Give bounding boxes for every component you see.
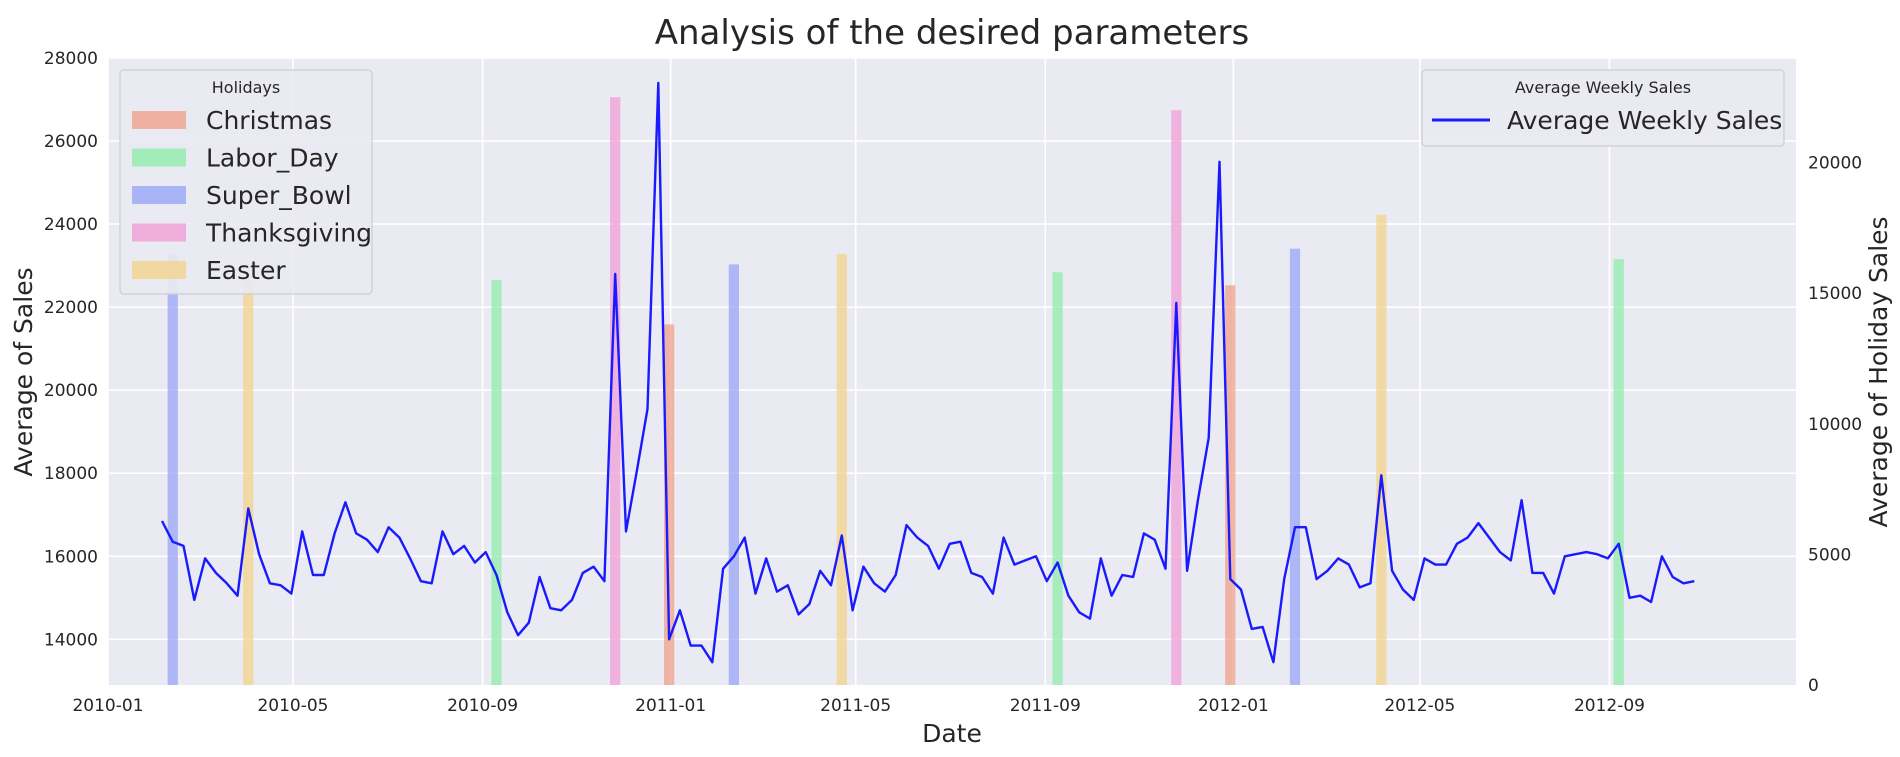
legend-label-easter: Easter — [206, 256, 286, 285]
x-tick-label: 2011-01 — [635, 696, 706, 716]
y-tick-label: 20000 — [44, 381, 98, 401]
holiday-bar-thanksgiving — [1171, 110, 1182, 685]
y-tick-label: 16000 — [44, 547, 98, 567]
holiday-bar-super-bowl — [728, 264, 739, 685]
x-tick-label: 2012-09 — [1574, 696, 1645, 716]
x-tick-label: 2012-05 — [1384, 696, 1455, 716]
y2-tick-label: 15000 — [1808, 284, 1862, 304]
holiday-bar-easter — [243, 277, 254, 685]
legend-label-thanksgiving: Thanksgiving — [205, 219, 372, 248]
y-gridlines — [108, 57, 1796, 641]
y-tick-label: 28000 — [44, 49, 98, 69]
holiday-bar-labor-day — [491, 280, 502, 685]
y-tick-label: 24000 — [44, 215, 98, 235]
average-weekly-sales-line — [160, 81, 1695, 664]
holiday-bar-labor-day — [1613, 259, 1624, 685]
legend-label-christmas: Christmas — [206, 106, 332, 135]
y2-tick-label: 20000 — [1808, 154, 1862, 174]
holiday-bar-super-bowl — [1289, 248, 1301, 685]
x-tick-label: 2010-01 — [72, 696, 143, 716]
y2-tick-label: 0 — [1808, 676, 1819, 696]
x-tick-label: 2012-01 — [1198, 696, 1269, 716]
holiday-bar-thanksgiving — [610, 97, 621, 685]
legend-label-labor-day: Labor_Day — [206, 144, 339, 173]
legend-swatch-easter — [132, 261, 186, 279]
holiday-bar-super-bowl — [167, 253, 178, 685]
x-tick-label: 2010-09 — [447, 696, 518, 716]
y2-axis-label: Average of Holiday Sales — [1864, 216, 1893, 527]
holiday-bar-easter — [1376, 214, 1387, 685]
x-axis-label: Date — [922, 719, 982, 748]
x-tick-label: 2010-05 — [257, 696, 328, 716]
holiday-bar-christmas — [1225, 285, 1236, 685]
legend-label-super-bowl: Super_Bowl — [206, 181, 352, 210]
y-tick-label: 22000 — [44, 298, 98, 318]
holiday-bars — [167, 97, 1624, 685]
y2-tick-labels: 0 5000 10000 15000 20000 — [1808, 154, 1862, 697]
sales-legend-label: Average Weekly Sales — [1507, 106, 1782, 135]
chart-title: Analysis of the desired parameters — [655, 13, 1250, 53]
sales-legend-title: Average Weekly Sales — [1515, 78, 1691, 97]
x-tick-labels: 2010-01 2010-05 2010-09 2011-01 2011-05 2011-… — [72, 696, 1645, 716]
y2-tick-label: 10000 — [1808, 415, 1862, 435]
holidays-legend-title: Holidays — [212, 78, 280, 97]
holiday-bar-labor-day — [1052, 272, 1063, 685]
plot-background — [108, 58, 1796, 685]
y-tick-label: 14000 — [44, 630, 98, 650]
y-tick-label: 18000 — [44, 464, 98, 484]
holiday-bar-easter — [836, 253, 847, 685]
y-tick-label: 26000 — [44, 132, 98, 152]
legend-swatch-thanksgiving — [132, 223, 186, 242]
legend-swatch-labor-day — [132, 148, 186, 167]
sales-legend: Average Weekly Sales Average Weekly Sale… — [1421, 69, 1785, 147]
holidays-legend-items: Christmas Labor_Day Super_Bowl Thanksgiving… — [132, 106, 372, 285]
legend-swatch-christmas — [132, 111, 186, 129]
x-tick-label: 2011-05 — [820, 696, 891, 716]
holiday-bar-christmas — [663, 324, 675, 685]
holidays-legend: Holidays Christmas Labor_Day Super_Bowl Tha… — [119, 69, 373, 295]
y2-tick-label: 5000 — [1808, 545, 1851, 565]
x-tick-label: 2011-09 — [1010, 696, 1081, 716]
y-tick-labels: 14000 16000 18000 20000 22000 24000 26000 28000 — [44, 49, 98, 650]
legend-swatch-super-bowl — [132, 186, 186, 204]
sales-legend-box — [1421, 69, 1785, 147]
y-axis-label: Average of Sales — [9, 267, 38, 476]
